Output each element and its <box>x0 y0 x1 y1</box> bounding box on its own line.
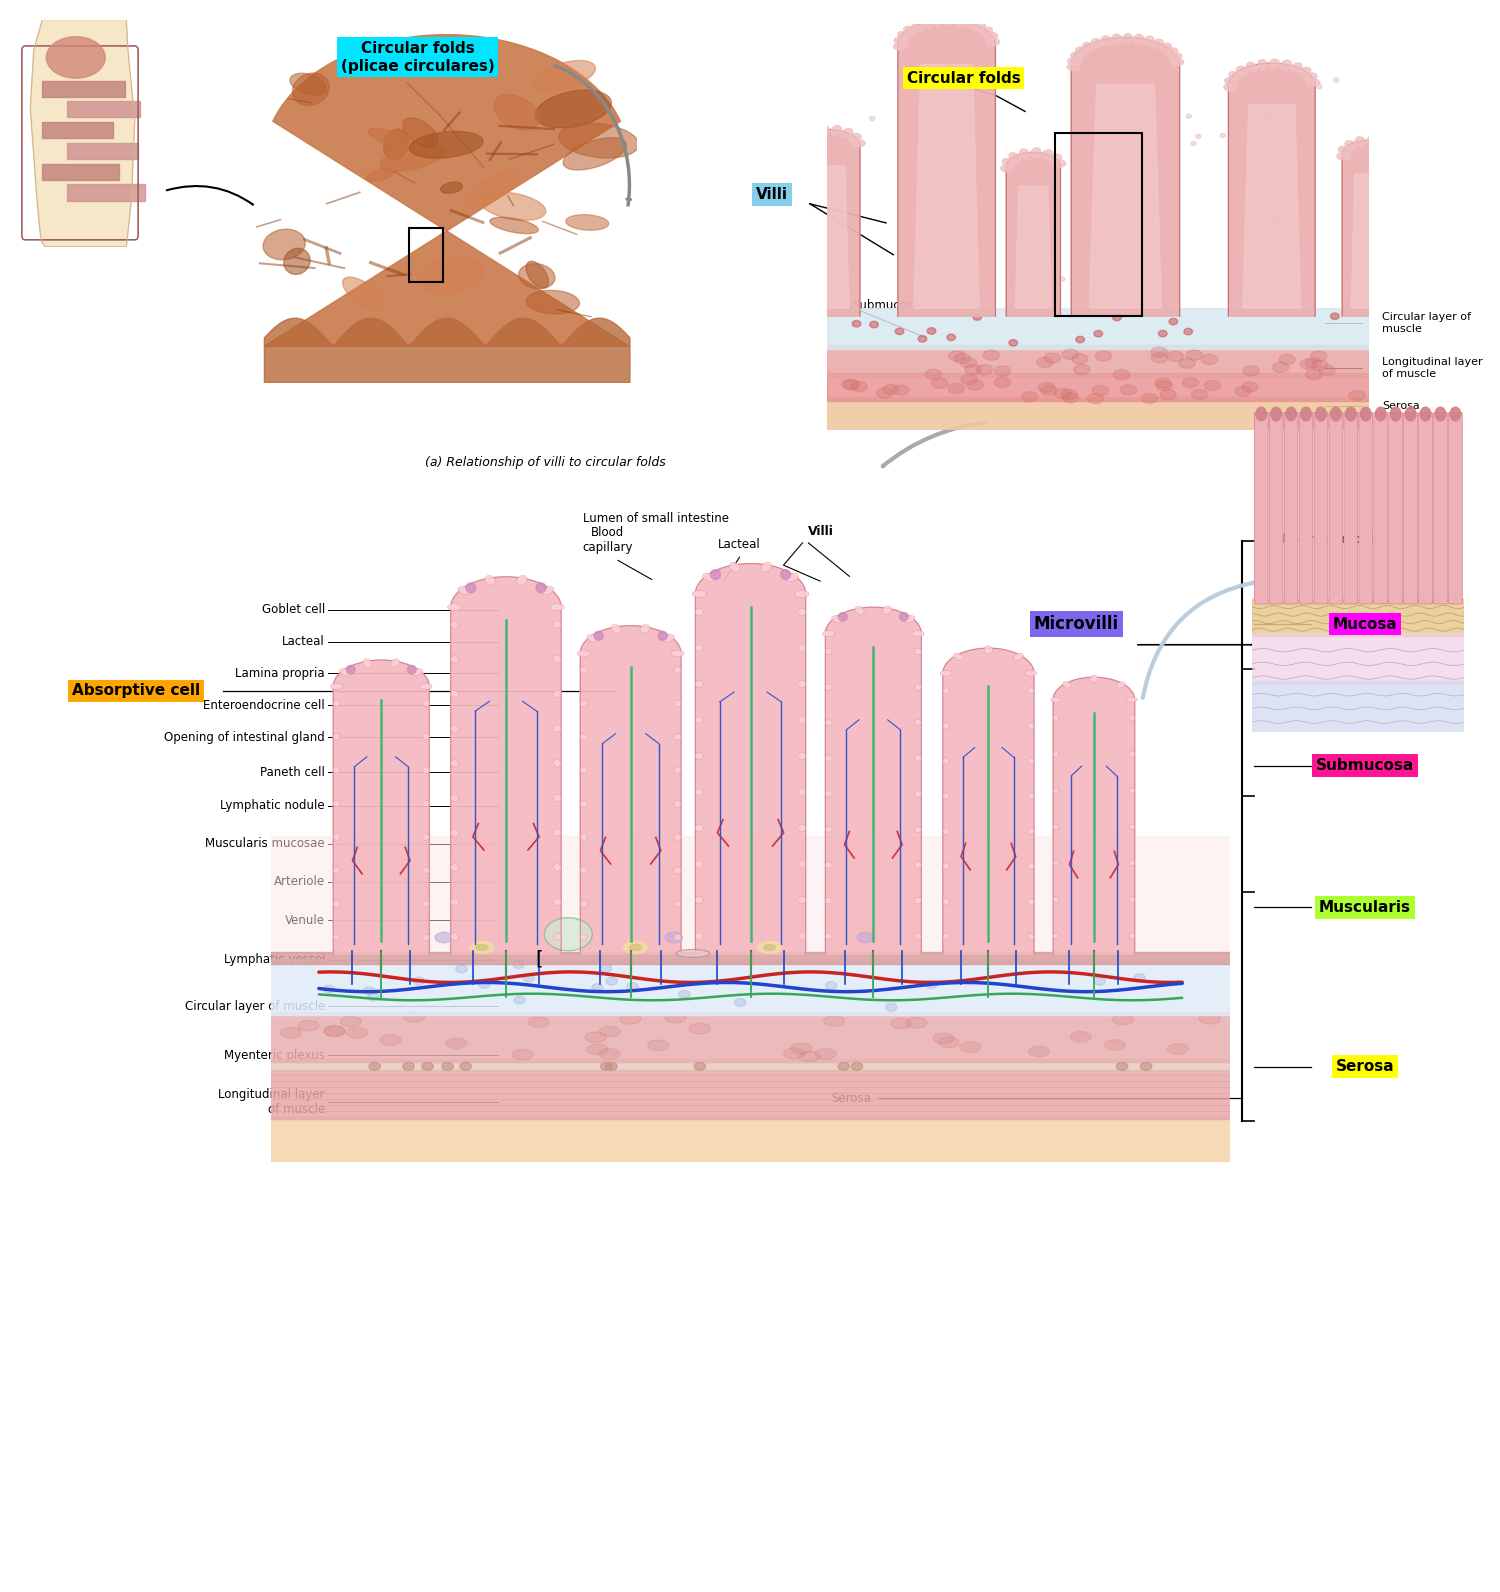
Text: Serosa: Serosa <box>831 1092 872 1105</box>
Text: (a) Relationship of villi to circular folds: (a) Relationship of villi to circular fo… <box>424 457 666 470</box>
Text: Villi: Villi <box>756 186 788 202</box>
Text: Circular layer of
muscle: Circular layer of muscle <box>1383 312 1472 334</box>
Text: Submucosa: Submucosa <box>1316 758 1414 774</box>
Text: Absorptive cell: Absorptive cell <box>1274 533 1377 546</box>
Text: Lymphatic nodule: Lymphatic nodule <box>220 799 326 812</box>
Text: Muscularis: Muscularis <box>1318 899 1412 915</box>
Text: Arteriole: Arteriole <box>274 876 326 888</box>
Text: Blood
capillary: Blood capillary <box>582 525 633 554</box>
Text: Paneth cell: Paneth cell <box>260 766 326 778</box>
Text: Lacteal: Lacteal <box>282 635 326 648</box>
Text: Lymphatic vessel: Lymphatic vessel <box>224 954 326 966</box>
Text: Longitudinal layer
of muscle: Longitudinal layer of muscle <box>1383 357 1484 379</box>
Text: Lumen of small intestine: Lumen of small intestine <box>584 513 729 525</box>
Text: Circular folds
(plicae circulares): Circular folds (plicae circulares) <box>340 41 495 73</box>
Text: Longitudinal layer
of muscle: Longitudinal layer of muscle <box>219 1087 326 1116</box>
Text: Opening of intestinal gland: Opening of intestinal gland <box>165 731 326 743</box>
Text: Circular folds: Circular folds <box>906 70 1020 86</box>
Text: Serosa: Serosa <box>1335 1059 1394 1075</box>
Text: Microvilli: Microvilli <box>1034 615 1119 634</box>
Text: Lamina propria: Lamina propria <box>236 667 326 680</box>
Text: Serosa: Serosa <box>1383 401 1420 411</box>
Text: Venule: Venule <box>285 914 326 927</box>
Text: Myenteric plexus: Myenteric plexus <box>224 1049 326 1062</box>
Text: Mucosa: Mucosa <box>1332 616 1398 632</box>
Text: Circular layer of muscle: Circular layer of muscle <box>184 1000 326 1013</box>
Text: Villi: Villi <box>808 525 834 538</box>
Text: Absorptive cell: Absorptive cell <box>72 683 201 699</box>
Text: Lacteal: Lacteal <box>718 538 760 551</box>
Text: Submucosa: Submucosa <box>852 299 921 312</box>
Text: Enteroendocrine cell: Enteroendocrine cell <box>204 699 326 712</box>
Text: Goblet cell: Goblet cell <box>262 603 326 616</box>
Text: Muscularis mucosae: Muscularis mucosae <box>206 837 326 850</box>
